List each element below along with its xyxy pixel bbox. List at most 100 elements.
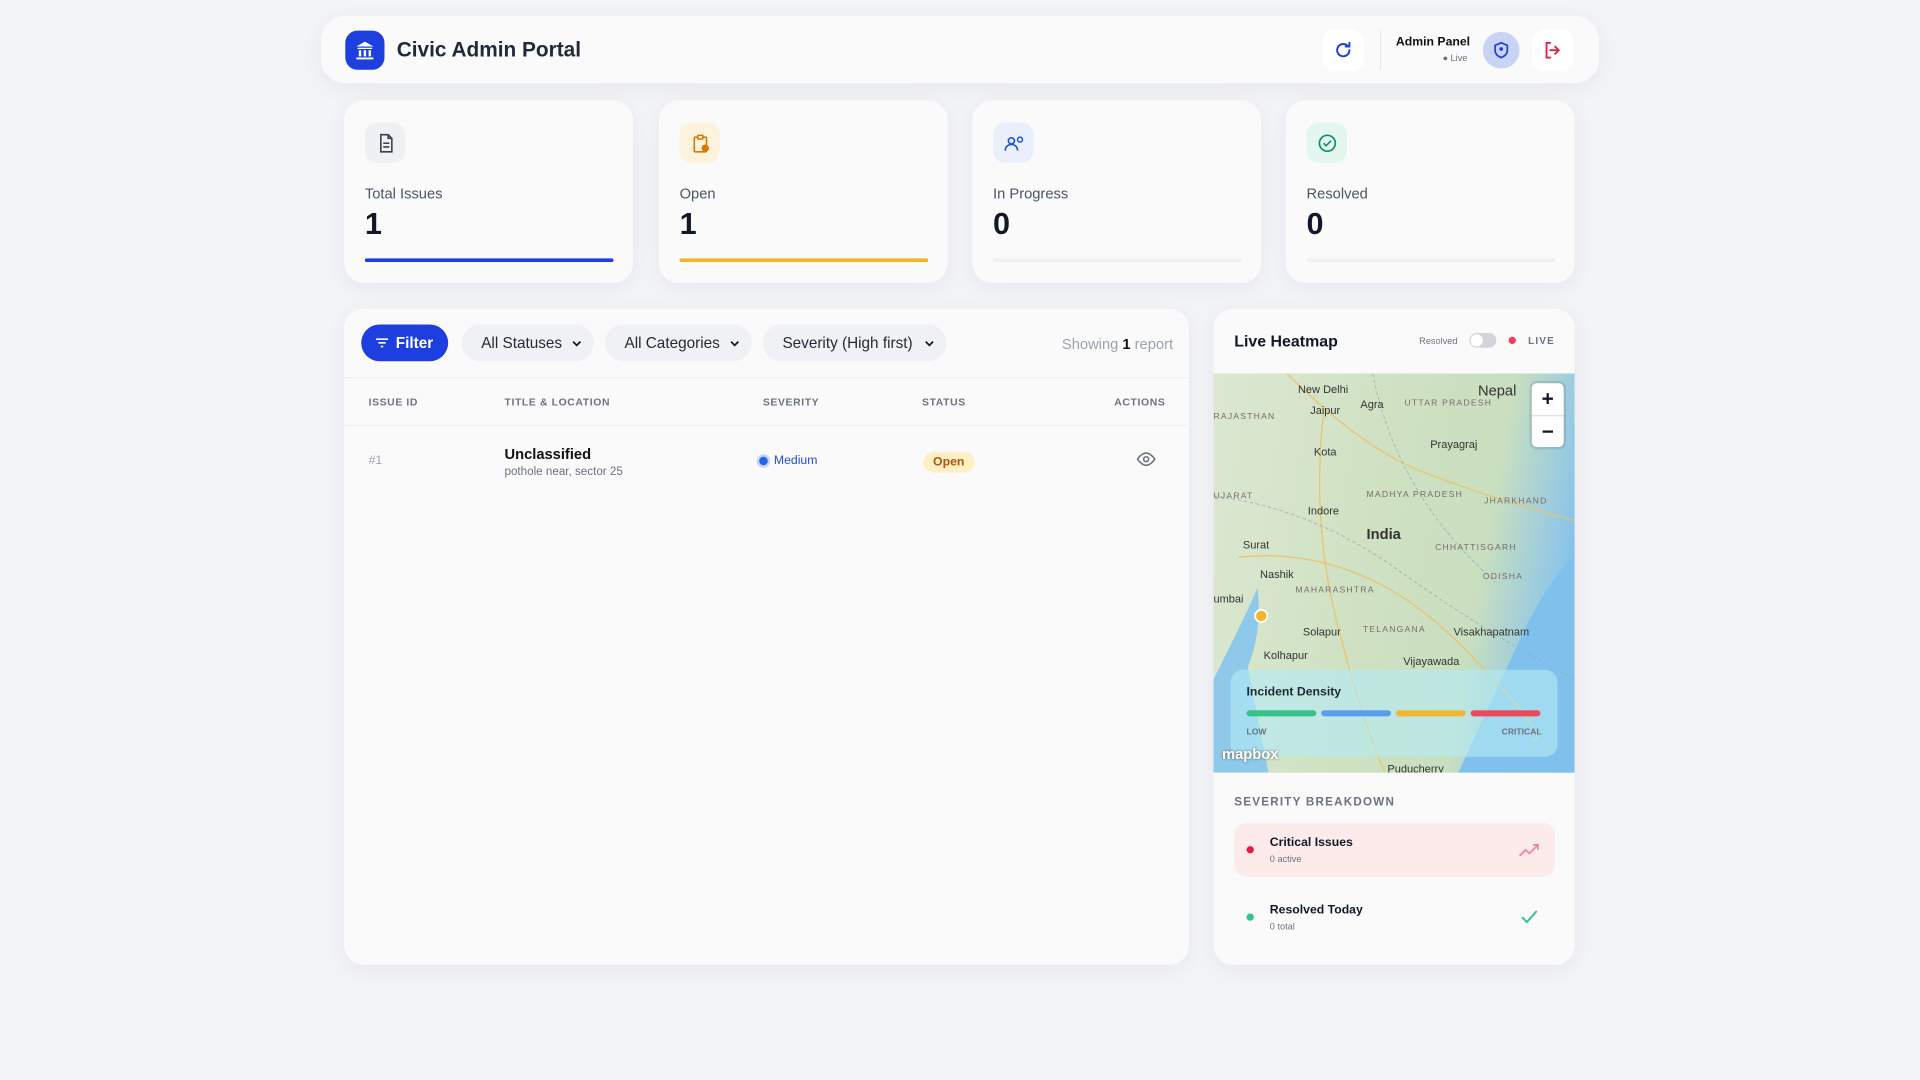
map-label: New Delhi xyxy=(1297,383,1349,396)
column-header: ISSUE ID xyxy=(368,395,419,408)
map-label: MAHARASHTRA xyxy=(1295,586,1375,596)
breakdown-title: SEVERITY BREAKDOWN xyxy=(1234,795,1396,810)
showing-number: 1 xyxy=(1122,335,1131,353)
map-label: Surat xyxy=(1242,538,1270,552)
stat-icon xyxy=(679,122,721,163)
map-label: MADHYA PRADESH xyxy=(1366,491,1464,500)
stat-value: 0 xyxy=(1306,206,1324,242)
category-select[interactable]: All Categories xyxy=(604,324,752,362)
legend-swatch xyxy=(1395,710,1466,717)
map-label: Vijayawada xyxy=(1403,655,1460,668)
map-label: Indore xyxy=(1307,504,1340,517)
stat-bar xyxy=(679,258,929,263)
stat-value: 0 xyxy=(993,206,1011,242)
stat-card: Total Issues 1 xyxy=(344,100,634,283)
legend-title: Incident Density xyxy=(1246,685,1342,700)
live-text: Live xyxy=(1450,52,1468,64)
map-label: umbai xyxy=(1213,592,1244,605)
status-select-text: All Statuses xyxy=(481,334,563,352)
density-legend: Incident Density LOW CRITICAL xyxy=(1230,669,1558,757)
map-label: Prayagraj xyxy=(1430,438,1478,451)
status-badge: Open xyxy=(923,451,975,473)
stat-bar xyxy=(993,258,1242,263)
severity-text: Medium xyxy=(773,454,818,468)
map-label: Kolhapur xyxy=(1263,648,1308,662)
stat-label: Resolved xyxy=(1306,184,1368,203)
stat-value: 1 xyxy=(364,206,382,242)
divider xyxy=(344,377,1189,379)
stat-icon xyxy=(993,122,1034,163)
status-select[interactable]: All Statuses xyxy=(461,324,594,362)
showing-suffix: report xyxy=(1134,335,1174,353)
divider xyxy=(1380,30,1382,70)
item-detail: 0 total xyxy=(1269,920,1295,932)
logout-button[interactable] xyxy=(1531,29,1574,72)
map-label: Puducherry xyxy=(1387,762,1444,773)
severity-dot xyxy=(759,456,768,466)
sort-select[interactable]: Severity (High first) xyxy=(762,324,947,362)
admin-label: Admin Panel xyxy=(1395,35,1471,49)
live-status: ● Live xyxy=(1442,52,1468,64)
map-attribution: mapbox xyxy=(1222,745,1279,763)
issue-title: Unclassified xyxy=(504,445,592,463)
refresh-button[interactable] xyxy=(1322,29,1365,72)
toggle-label: Resolved xyxy=(1419,335,1458,347)
stat-label: Open xyxy=(679,184,716,203)
map-label: Kota xyxy=(1313,445,1337,458)
avatar[interactable] xyxy=(1482,31,1520,69)
map-label: UTTAR PRADESH xyxy=(1404,399,1493,408)
column-header: STATUS xyxy=(922,395,966,408)
stat-value: 1 xyxy=(679,206,697,242)
view-button[interactable] xyxy=(1136,451,1156,473)
stat-card: Resolved 0 xyxy=(1285,100,1575,283)
map-label: Nashik xyxy=(1260,568,1294,581)
stat-bar xyxy=(364,258,614,263)
column-header: TITLE & LOCATION xyxy=(504,395,611,408)
column-header: SEVERITY xyxy=(762,395,820,408)
divider xyxy=(344,424,1189,427)
category-select-text: All Categories xyxy=(624,334,720,352)
resolved-toggle[interactable] xyxy=(1469,333,1497,348)
map-label: Solapur xyxy=(1302,625,1341,638)
severity-badge: Medium xyxy=(759,454,818,468)
stat-bar xyxy=(1306,258,1556,263)
zoom-out[interactable]: − xyxy=(1541,420,1554,444)
live-dot xyxy=(1508,336,1516,345)
stat-card: In Progress 0 xyxy=(972,100,1262,283)
legend-swatch xyxy=(1470,710,1541,717)
stat-label: In Progress xyxy=(993,184,1069,203)
live-label: LIVE xyxy=(1528,335,1555,347)
breakdown-item: Critical Issues 0 active xyxy=(1234,822,1556,877)
heatmap-title: Live Heatmap xyxy=(1234,331,1338,351)
filter-button[interactable]: Filter xyxy=(361,324,449,362)
map-label: CHHATTISGARH xyxy=(1435,543,1517,553)
map-label: Agra xyxy=(1360,397,1384,411)
stat-card: Open 1 xyxy=(658,100,948,283)
breakdown-item: Resolved Today 0 total xyxy=(1234,890,1555,944)
heatmap-panel: Live Heatmap Resolved LIVE Puducherry Vij… xyxy=(1213,308,1575,965)
map-label: ODISHA xyxy=(1482,573,1524,582)
issue-id: #1 xyxy=(368,454,383,468)
issues-panel xyxy=(344,308,1189,965)
showing-prefix: Showing xyxy=(1061,335,1119,353)
item-name: Resolved Today xyxy=(1269,903,1363,918)
app-title: Civic Admin Portal xyxy=(396,37,582,62)
stat-icon xyxy=(364,122,406,163)
map-label: JHARKHAND xyxy=(1484,497,1548,506)
zoom-controls: + − xyxy=(1531,383,1564,447)
legend-swatch xyxy=(1321,710,1392,717)
map-label: Nepal xyxy=(1477,382,1517,400)
map-label: RAJASTHAN xyxy=(1213,412,1276,422)
filter-text: Filter xyxy=(395,334,434,352)
map-label: UJARAT xyxy=(1213,492,1254,501)
column-header: ACTIONS xyxy=(1114,395,1166,408)
zoom-in[interactable]: + xyxy=(1531,383,1564,417)
legend-swatch xyxy=(1246,710,1317,717)
legend-low: LOW xyxy=(1246,728,1267,738)
stat-icon xyxy=(1306,122,1347,163)
issue-location: pothole near, sector 25 xyxy=(504,465,623,479)
map: Puducherry Vijayawada Kolhapur Visakhapatna… xyxy=(1213,373,1575,773)
logo xyxy=(345,30,385,70)
